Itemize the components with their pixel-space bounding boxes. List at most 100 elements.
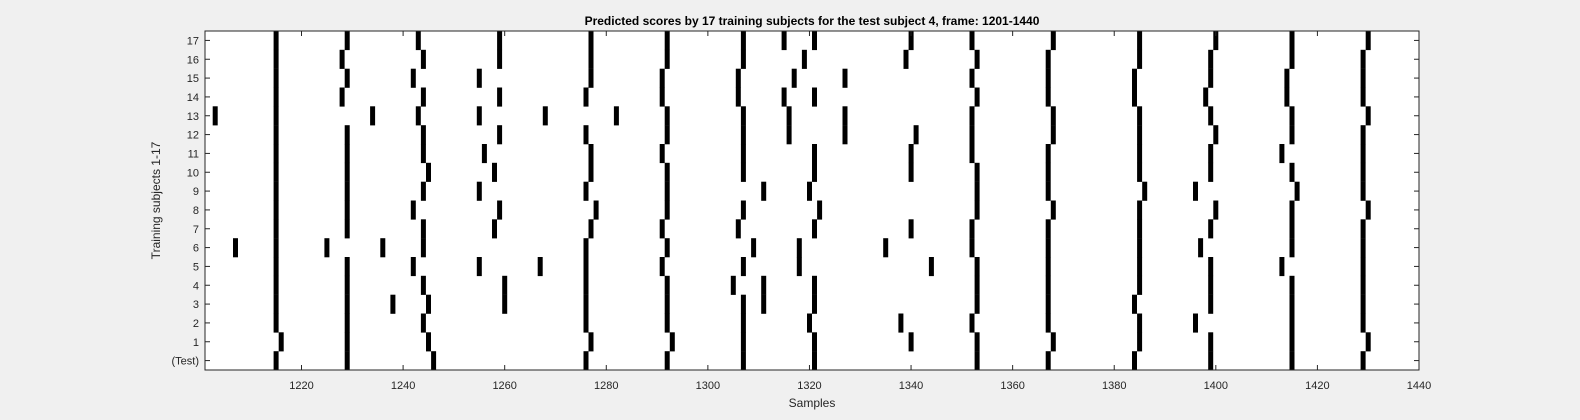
event-mark: [370, 106, 376, 126]
event-mark: [812, 31, 817, 51]
event-mark: [537, 257, 543, 277]
event-mark: [497, 200, 503, 220]
event-mark: [212, 106, 218, 126]
event-mark: [842, 125, 848, 145]
event-mark: [502, 275, 508, 295]
event-mark: [1132, 351, 1137, 371]
event-mark: [1289, 106, 1295, 126]
event-mark: [659, 68, 665, 88]
event-mark: [761, 181, 767, 201]
event-mark: [1050, 31, 1056, 51]
event-mark: [1360, 68, 1366, 88]
y-tick-label: 16: [187, 54, 199, 66]
event-mark: [908, 219, 914, 239]
event-mark: [1050, 106, 1056, 126]
event-mark: [1193, 313, 1198, 333]
event-mark: [740, 257, 746, 277]
y-tick-label: 8: [193, 205, 199, 217]
y-tick-label: 1: [193, 337, 199, 349]
event-mark: [583, 351, 589, 371]
event-mark: [476, 68, 482, 88]
event-mark: [664, 106, 670, 126]
event-mark: [492, 219, 497, 239]
event-mark: [420, 144, 426, 164]
event-mark: [1137, 144, 1143, 164]
event-mark: [431, 351, 437, 371]
y-tick-label: 10: [187, 167, 199, 179]
event-mark: [740, 31, 746, 51]
event-mark: [1365, 200, 1371, 220]
event-mark: [273, 200, 279, 220]
x-tick-label: 1240: [391, 380, 415, 392]
y-tick-label: 5: [193, 261, 199, 273]
event-mark: [735, 87, 741, 107]
event-mark: [410, 257, 416, 277]
event-mark: [1360, 351, 1366, 371]
event-mark: [664, 125, 670, 145]
event-mark: [273, 181, 279, 201]
event-mark: [974, 351, 980, 371]
event-mark: [1045, 238, 1051, 258]
y-tick-label: 6: [193, 243, 199, 255]
event-mark: [1193, 181, 1198, 201]
event-mark: [1360, 49, 1366, 69]
event-mark: [1289, 219, 1295, 239]
event-mark: [273, 68, 279, 88]
event-mark: [807, 181, 812, 201]
event-mark: [796, 238, 802, 258]
event-mark: [588, 49, 594, 69]
event-mark: [1365, 332, 1371, 352]
event-mark: [588, 219, 594, 239]
event-mark: [659, 219, 665, 239]
event-mark: [426, 294, 431, 314]
event-mark: [842, 68, 848, 88]
x-tick-label: 1360: [1000, 380, 1024, 392]
event-mark: [1208, 332, 1214, 352]
event-mark: [1208, 162, 1214, 182]
event-mark: [740, 332, 746, 352]
event-mark: [1289, 31, 1295, 51]
event-mark: [812, 219, 817, 239]
event-mark: [669, 332, 675, 352]
event-mark: [1045, 162, 1051, 182]
event-mark: [1289, 332, 1295, 352]
event-mark: [664, 238, 670, 258]
event-mark: [492, 162, 497, 182]
event-mark: [502, 294, 508, 314]
event-mark: [410, 68, 416, 88]
event-mark: [1045, 294, 1051, 314]
event-mark: [476, 106, 482, 126]
event-mark: [344, 219, 350, 239]
event-mark: [1360, 275, 1366, 295]
event-mark: [273, 351, 279, 371]
event-mark: [1137, 219, 1143, 239]
event-mark: [420, 87, 426, 107]
event-mark: [1050, 332, 1056, 352]
event-mark: [1289, 275, 1295, 295]
event-mark: [1137, 313, 1143, 333]
event-mark: [1137, 162, 1143, 182]
event-mark: [812, 275, 817, 295]
event-mark: [1208, 68, 1214, 88]
event-mark: [796, 257, 802, 277]
event-mark: [344, 313, 350, 333]
event-mark: [1213, 200, 1219, 220]
event-mark: [664, 181, 670, 201]
event-mark: [273, 125, 279, 145]
event-mark: [1360, 294, 1366, 314]
event-mark: [1289, 351, 1295, 371]
event-mark: [883, 238, 889, 258]
x-axis-ticks: 1220 1240 1260 1280 1300 1320 1340 1360 1380 1400…: [289, 31, 1431, 392]
y-tick-label: 11: [188, 148, 199, 160]
event-mark: [273, 238, 279, 258]
event-mark: [740, 106, 746, 126]
event-mark: [1208, 49, 1214, 69]
event-mark: [664, 200, 670, 220]
event-mark: [969, 144, 975, 164]
event-mark: [344, 275, 350, 295]
event-mark: [659, 257, 665, 277]
event-mark: [1208, 106, 1214, 126]
event-mark: [344, 68, 350, 88]
